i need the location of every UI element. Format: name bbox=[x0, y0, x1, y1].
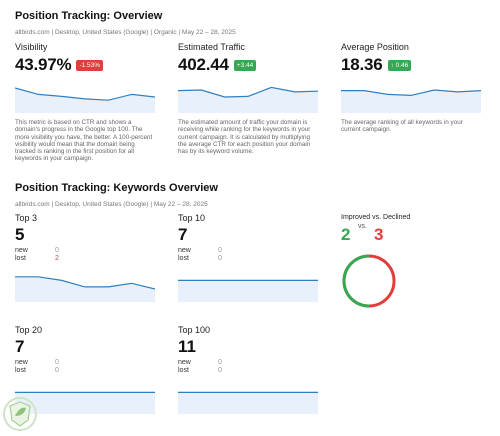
visibility-value: 43.97% bbox=[15, 55, 72, 74]
top20-widget: Top 20 7 new 0 lost 0 bbox=[15, 325, 155, 414]
avg-position-sparkline bbox=[341, 89, 481, 113]
top10-new-value: 0 bbox=[218, 247, 222, 254]
top100-new-value: 0 bbox=[218, 359, 222, 366]
top3-widget: Top 3 5 new 0 lost 2 bbox=[15, 213, 155, 302]
top20-value: 7 bbox=[15, 337, 25, 356]
top10-lost-value: 0 bbox=[218, 255, 222, 262]
sparkline-area bbox=[15, 392, 155, 414]
top3-label: Top 3 bbox=[15, 213, 38, 223]
top3-new-value: 0 bbox=[55, 247, 59, 254]
improved-arc bbox=[342, 272, 370, 308]
keywords-title: Position Tracking: Keywords Overview bbox=[15, 182, 218, 194]
sparkline-area bbox=[178, 392, 318, 414]
declined-count: 3 bbox=[374, 225, 384, 244]
traffic-value: 402.44 bbox=[178, 55, 229, 74]
avg-position-widget: Average Position 18.36 ↑ 0.46 The averag… bbox=[341, 42, 481, 134]
avg-position-description: The average ranking of all keywords in y… bbox=[341, 119, 463, 134]
traffic-label: Estimated Traffic bbox=[178, 42, 245, 52]
traffic-widget: Estimated Traffic 402.44 +3.44 The estim… bbox=[178, 42, 318, 155]
visibility-widget: Visibility 43.97% -1.53% This metric is … bbox=[15, 42, 155, 163]
sparkline-area bbox=[15, 276, 155, 302]
avg-position-value: 18.36 bbox=[341, 55, 383, 74]
top100-value: 11 bbox=[178, 337, 196, 356]
traffic-delta-badge: +3.44 bbox=[233, 59, 257, 71]
top100-new-label: new bbox=[178, 359, 191, 366]
top3-value: 5 bbox=[15, 225, 25, 244]
top10-widget: Top 10 7 new 0 lost 0 bbox=[178, 213, 318, 302]
top20-new-label: new bbox=[15, 359, 28, 366]
top10-lost-label: lost bbox=[178, 255, 189, 262]
overview-meta: allbirds.com | Desktop, United States (G… bbox=[15, 29, 236, 36]
sparkline-area bbox=[178, 280, 318, 302]
visibility-description: This metric is based on CTR and shows a … bbox=[15, 119, 153, 163]
visibility-label: Visibility bbox=[15, 42, 48, 52]
top100-lost-label: lost bbox=[178, 367, 189, 374]
top10-sparkline bbox=[178, 279, 318, 302]
top100-widget: Top 100 11 new 0 lost 0 bbox=[178, 325, 318, 414]
sparkline-area bbox=[15, 88, 155, 113]
improved-count: 2 bbox=[341, 225, 351, 244]
sparkline-area bbox=[341, 90, 481, 113]
top20-lost-label: lost bbox=[15, 367, 26, 374]
sparkline-line bbox=[15, 87, 155, 101]
top3-new-label: new bbox=[15, 247, 28, 254]
top10-new-label: new bbox=[178, 247, 191, 254]
top10-label: Top 10 bbox=[178, 213, 206, 223]
leaf-shield-icon bbox=[3, 397, 37, 431]
traffic-description: The estimated amount of traffic your dom… bbox=[178, 119, 311, 156]
vs-label: vs. bbox=[358, 223, 367, 230]
top20-sparkline bbox=[15, 391, 155, 414]
sparkline-line bbox=[178, 86, 318, 98]
top100-lost-value: 0 bbox=[218, 367, 222, 374]
avg-position-label: Average Position bbox=[341, 42, 409, 52]
top3-lost-label: lost bbox=[15, 255, 26, 262]
improved-declined-title: Improved vs. Declined bbox=[341, 214, 411, 221]
visibility-delta-badge: -1.53% bbox=[76, 59, 104, 71]
improved-declined-donut bbox=[342, 254, 396, 308]
sparkline-line bbox=[341, 89, 481, 97]
top100-label: Top 100 bbox=[178, 325, 211, 335]
traffic-sparkline bbox=[178, 86, 318, 113]
sparkline-line bbox=[15, 276, 155, 290]
top3-lost-value: 2 bbox=[55, 255, 59, 262]
overview-title: Position Tracking: Overview bbox=[15, 10, 163, 22]
visibility-sparkline bbox=[15, 87, 155, 113]
top20-label: Top 20 bbox=[15, 325, 43, 335]
top10-value: 7 bbox=[178, 225, 188, 244]
top3-sparkline bbox=[15, 276, 155, 302]
top100-sparkline bbox=[178, 391, 318, 414]
top20-new-value: 0 bbox=[55, 359, 59, 366]
improved-arc-upper bbox=[343, 254, 370, 274]
avg-position-delta-badge: ↑ 0.46 bbox=[387, 59, 412, 71]
top20-lost-value: 0 bbox=[55, 367, 59, 374]
keywords-meta: allbirds.com | Desktop, United States (G… bbox=[15, 201, 208, 208]
